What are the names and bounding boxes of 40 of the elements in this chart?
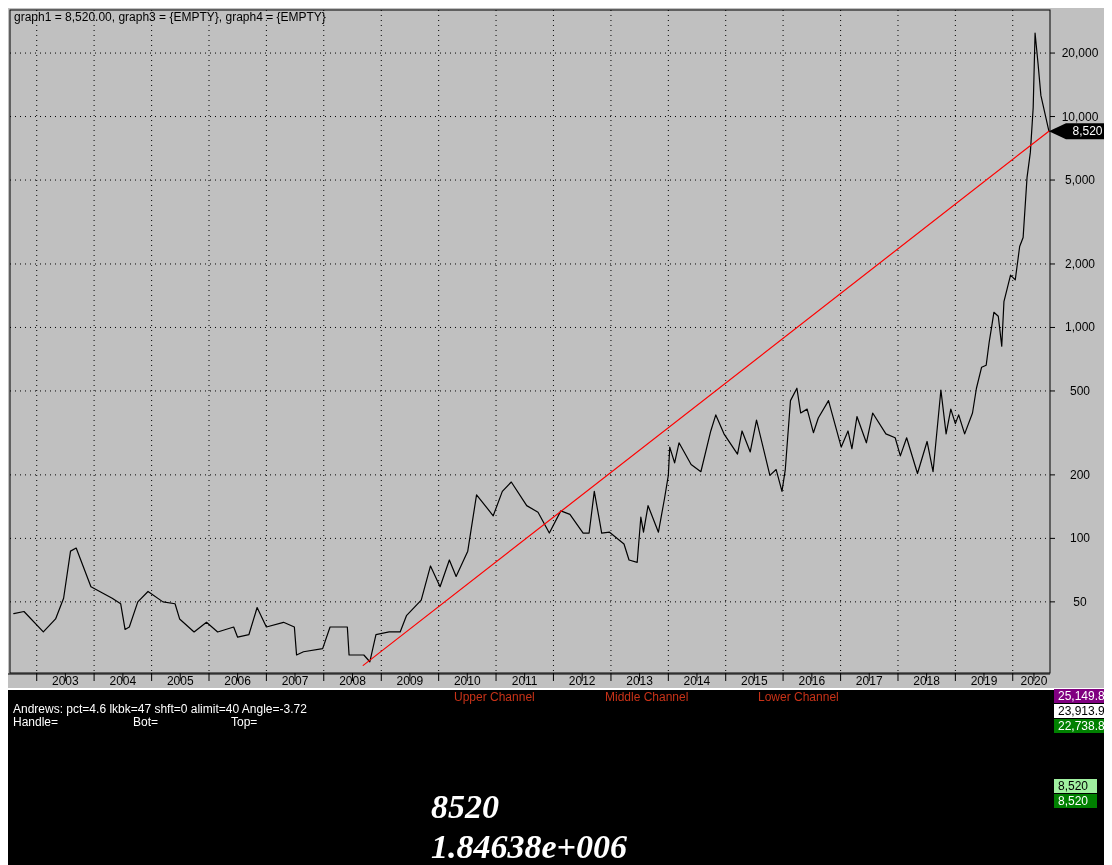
text: Andrews: pct=4.6 lkbk=47 shft=0 alimit=40 Angle=-3.72 [13, 702, 308, 716]
text: Bot= [133, 715, 159, 729]
x-tick-label: 2013 [626, 674, 654, 688]
x-tick-label: 2005 [166, 674, 194, 688]
x-tick-label: 2009 [396, 674, 424, 688]
x-tick-label: 2007 [281, 674, 309, 688]
text: 8,520 [1058, 779, 1089, 793]
y-tick-label: 100 [1069, 531, 1091, 546]
x-tick-label: 2011 [511, 674, 538, 688]
x-tick-label: 2018 [913, 674, 941, 688]
x-tick-label: 2019 [970, 674, 998, 688]
text: Handle= [13, 715, 59, 729]
text: 8,520 [1058, 794, 1089, 808]
x-tick-label: 2006 [224, 674, 252, 688]
text: Upper Channel [454, 690, 535, 704]
y-tick-label: 10,000 [1061, 109, 1099, 124]
x-tick-label: 2008 [339, 674, 367, 688]
text: Middle Channel [605, 690, 689, 704]
text: 8520 [431, 788, 499, 825]
y-tick-label: 2,000 [1064, 256, 1096, 271]
text: 1.84638e+006 [431, 828, 627, 865]
x-tick-label: 2016 [798, 674, 826, 688]
y-tick-label: 50 [1073, 594, 1087, 609]
x-tick-label: 2020 [1020, 674, 1048, 688]
x-tick-label: 2012 [568, 674, 596, 688]
y-tick-label: 500 [1069, 383, 1091, 398]
y-tick-label: 20,000 [1061, 46, 1099, 61]
chart-title: graph1 = 8,520.00, graph3 = {EMPTY}, graph4 = {EMPTY} [14, 10, 326, 24]
x-tick-label: 2015 [740, 674, 768, 688]
annotation: 8,520 [1072, 124, 1103, 139]
x-tick-label: 2010 [453, 674, 481, 688]
x-tick-label: 2017 [855, 674, 883, 688]
y-tick-label: 200 [1069, 467, 1091, 482]
x-tick-label: 2004 [109, 674, 137, 688]
text: Lower Channel [758, 690, 839, 704]
y-tick-label: 5,000 [1064, 173, 1096, 188]
text: Top= [231, 715, 258, 729]
x-tick-label: 2014 [683, 674, 711, 688]
y-tick-label: 1,000 [1064, 320, 1096, 335]
x-tick-label: 2003 [51, 674, 79, 688]
